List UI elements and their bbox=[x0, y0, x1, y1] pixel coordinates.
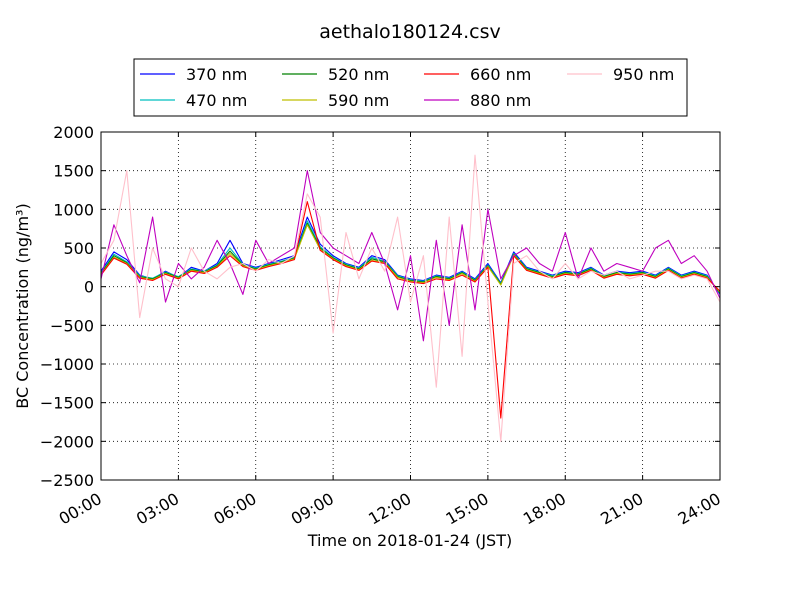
y-tick-label: 1500 bbox=[53, 162, 94, 181]
legend-frame bbox=[133, 58, 688, 117]
legend-label: 470 nm bbox=[186, 91, 247, 110]
x-axis-label: Time on 2018-01-24 (JST) bbox=[307, 531, 512, 550]
legend-item: 520 nm bbox=[282, 65, 389, 84]
legend-label: 370 nm bbox=[186, 65, 247, 84]
chart-title: aethalo180124.csv bbox=[319, 21, 501, 43]
legend-label: 660 nm bbox=[470, 65, 531, 84]
y-tick-label: −2000 bbox=[40, 432, 94, 451]
axis-ticks bbox=[100, 131, 721, 481]
legend: 370 nm 470 nm 520 nm 590 nm 660 nm 880 nm 950 … bbox=[133, 58, 688, 117]
legend-label: 950 nm bbox=[613, 65, 674, 84]
series-line-950-nm bbox=[100, 154, 721, 442]
legend-item: 470 nm bbox=[140, 91, 247, 110]
series-lines bbox=[100, 154, 721, 442]
series-line-520-nm bbox=[100, 222, 721, 294]
legend-label: 880 nm bbox=[470, 91, 531, 110]
series-line-590-nm bbox=[100, 224, 721, 293]
series-line-660-nm bbox=[100, 201, 721, 419]
legend-label: 590 nm bbox=[328, 91, 389, 110]
y-tick-label: −500 bbox=[50, 316, 94, 335]
y-tick-label: 0 bbox=[84, 278, 94, 297]
legend-item: 660 nm bbox=[424, 65, 531, 84]
legend-label: 520 nm bbox=[328, 65, 389, 84]
y-tick-label: −2500 bbox=[40, 471, 94, 490]
y-tick-label: 2000 bbox=[53, 123, 94, 142]
y-tick-label: 500 bbox=[63, 239, 94, 258]
y-tick-label: −1000 bbox=[40, 355, 94, 374]
series-line-880-nm bbox=[100, 170, 721, 342]
legend-item: 950 nm bbox=[567, 65, 674, 84]
legend-item: 370 nm bbox=[140, 65, 247, 84]
legend-item: 880 nm bbox=[424, 91, 531, 110]
y-tick-label: 1000 bbox=[53, 200, 94, 219]
y-tick-label: −1500 bbox=[40, 394, 94, 413]
legend-item: 590 nm bbox=[282, 91, 389, 110]
y-axis-label: BC Concentration (ng/m³) bbox=[13, 203, 32, 408]
